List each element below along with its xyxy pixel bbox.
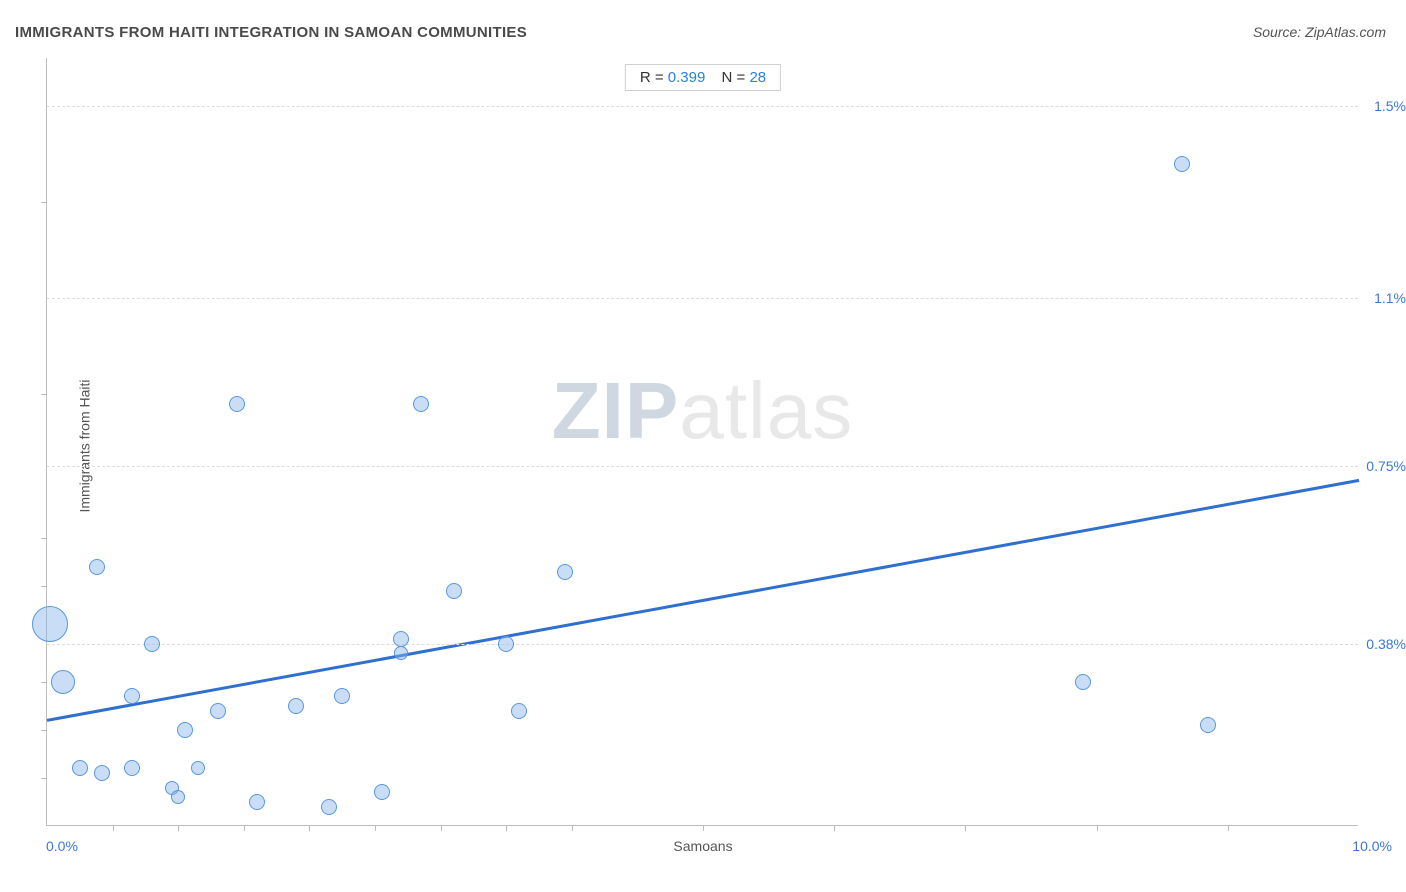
gridline	[47, 644, 1358, 645]
x-tick	[309, 825, 310, 831]
x-tick	[703, 825, 704, 831]
x-tick	[572, 825, 573, 831]
y-tick	[41, 778, 47, 779]
data-point[interactable]	[374, 784, 390, 800]
y-tick-label: 0.75%	[1366, 458, 1406, 474]
y-tick-label: 0.38%	[1366, 636, 1406, 652]
x-tick	[178, 825, 179, 831]
data-point[interactable]	[446, 583, 462, 599]
y-tick	[41, 538, 47, 539]
data-point[interactable]	[229, 396, 245, 412]
data-point[interactable]	[288, 698, 304, 714]
n-label: N =	[722, 69, 750, 86]
stats-box: R = 0.399 N = 28	[625, 64, 781, 91]
watermark-bold: ZIP	[552, 366, 679, 455]
watermark: ZIPatlas	[552, 365, 853, 457]
gridline	[47, 106, 1358, 107]
data-point[interactable]	[393, 631, 409, 647]
x-axis-start-label: 0.0%	[46, 838, 78, 854]
x-axis-label: Samoans	[673, 838, 732, 854]
x-tick	[244, 825, 245, 831]
data-point[interactable]	[321, 799, 337, 815]
gridline	[47, 298, 1358, 299]
x-tick	[965, 825, 966, 831]
plot-area: ZIPatlas 1.5%1.1%0.75%0.38%	[46, 58, 1358, 826]
x-tick	[441, 825, 442, 831]
r-label: R =	[640, 69, 668, 86]
data-point[interactable]	[1174, 156, 1190, 172]
data-point[interactable]	[94, 765, 110, 781]
watermark-light: atlas	[679, 366, 853, 455]
y-tick	[41, 202, 47, 203]
chart-title: IMMIGRANTS FROM HAITI INTEGRATION IN SAM…	[15, 24, 527, 41]
source-attribution: Source: ZipAtlas.com	[1253, 24, 1386, 40]
x-tick	[1097, 825, 1098, 831]
data-point[interactable]	[124, 760, 140, 776]
r-value: 0.399	[668, 69, 706, 86]
regression-line	[47, 58, 1359, 826]
data-point[interactable]	[191, 761, 205, 775]
data-point[interactable]	[511, 703, 527, 719]
x-tick	[506, 825, 507, 831]
x-tick	[1228, 825, 1229, 831]
y-tick	[41, 394, 47, 395]
data-point[interactable]	[89, 559, 105, 575]
y-tick	[41, 586, 47, 587]
x-tick	[834, 825, 835, 831]
gridline	[47, 466, 1358, 467]
data-point[interactable]	[498, 636, 514, 652]
data-point[interactable]	[557, 564, 573, 580]
y-tick	[41, 730, 47, 731]
n-value: 28	[749, 69, 766, 86]
data-point[interactable]	[210, 703, 226, 719]
x-tick	[113, 825, 114, 831]
y-tick-label: 1.5%	[1374, 98, 1406, 114]
data-point[interactable]	[72, 760, 88, 776]
data-point[interactable]	[124, 688, 140, 704]
data-point[interactable]	[51, 670, 75, 694]
data-point[interactable]	[394, 646, 408, 660]
data-point[interactable]	[249, 794, 265, 810]
data-point[interactable]	[177, 722, 193, 738]
data-point[interactable]	[32, 606, 68, 642]
y-tick	[41, 682, 47, 683]
data-point[interactable]	[144, 636, 160, 652]
data-point[interactable]	[1200, 717, 1216, 733]
x-tick	[375, 825, 376, 831]
data-point[interactable]	[413, 396, 429, 412]
data-point[interactable]	[171, 790, 185, 804]
y-tick-label: 1.1%	[1374, 290, 1406, 306]
data-point[interactable]	[1075, 674, 1091, 690]
x-axis-end-label: 10.0%	[1352, 838, 1392, 854]
chart-container: IMMIGRANTS FROM HAITI INTEGRATION IN SAM…	[0, 0, 1406, 892]
data-point[interactable]	[334, 688, 350, 704]
